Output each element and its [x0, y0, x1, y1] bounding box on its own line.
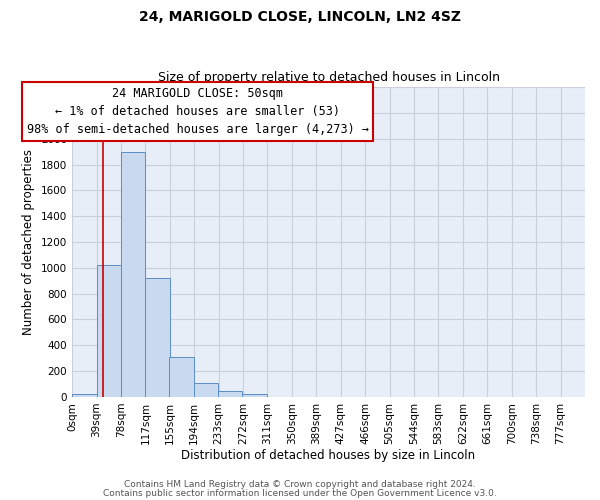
Text: 24, MARIGOLD CLOSE, LINCOLN, LN2 4SZ: 24, MARIGOLD CLOSE, LINCOLN, LN2 4SZ — [139, 10, 461, 24]
X-axis label: Distribution of detached houses by size in Lincoln: Distribution of detached houses by size … — [181, 450, 476, 462]
Bar — [169, 357, 194, 397]
Text: Contains public sector information licensed under the Open Government Licence v3: Contains public sector information licen… — [103, 489, 497, 498]
Text: Contains HM Land Registry data © Crown copyright and database right 2024.: Contains HM Land Registry data © Crown c… — [124, 480, 476, 489]
Title: Size of property relative to detached houses in Lincoln: Size of property relative to detached ho… — [158, 72, 500, 85]
Y-axis label: Number of detached properties: Number of detached properties — [22, 149, 35, 335]
Bar — [121, 152, 145, 397]
Bar — [218, 390, 242, 397]
Bar — [72, 394, 97, 397]
Text: 24 MARIGOLD CLOSE: 50sqm
← 1% of detached houses are smaller (53)
98% of semi-de: 24 MARIGOLD CLOSE: 50sqm ← 1% of detache… — [27, 87, 369, 136]
Bar — [97, 265, 121, 397]
Bar — [242, 394, 267, 397]
Bar — [145, 278, 170, 397]
Bar — [194, 384, 218, 397]
